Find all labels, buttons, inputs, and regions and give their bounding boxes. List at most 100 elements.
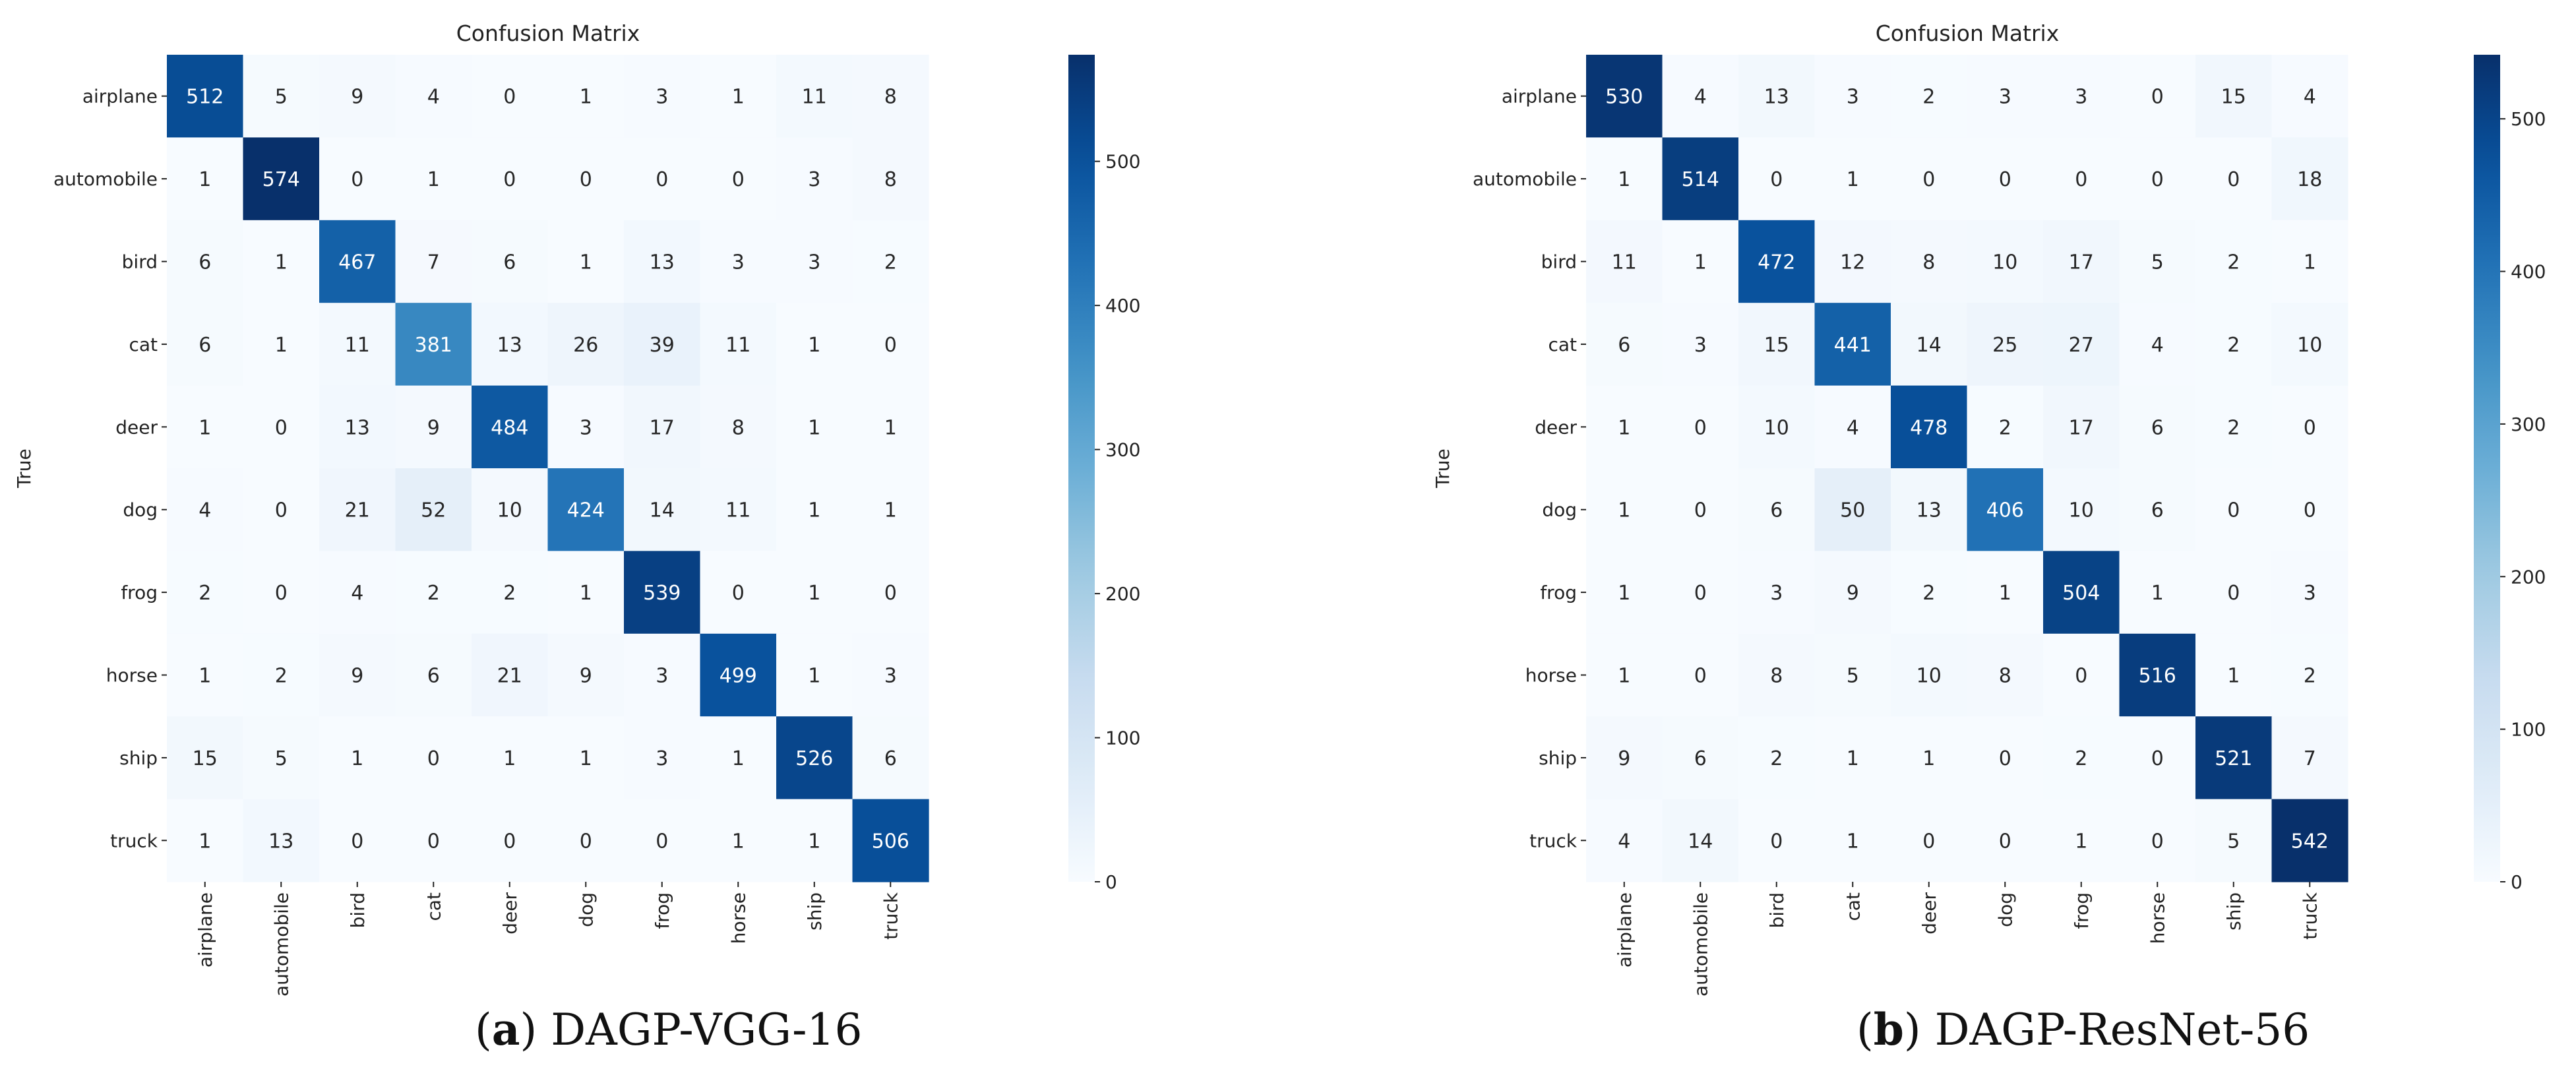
cell-value: 2 [1770,747,1783,770]
y-tick-label: ship [119,747,158,769]
heatmap-cell [2043,799,2120,882]
cell-value: 5 [275,747,288,770]
heatmap-cell [547,385,625,469]
cell-value: 6 [1694,747,1707,770]
heatmap-cell [472,716,549,800]
cell-value: 6 [2151,499,2164,522]
heatmap-cell [700,55,777,138]
x-tick-label: horse [2147,892,2168,944]
cell-value: 1 [1694,251,1707,274]
heatmap-cell [2271,303,2348,386]
cell-value: 1 [732,86,745,109]
heatmap-cell [1891,716,1968,800]
heatmap-cell [700,799,777,882]
heatmap-cell [776,716,853,800]
heatmap-cell [852,633,929,717]
cell-value: 0 [1770,168,1783,191]
heatmap-cell [2119,385,2196,469]
cell-value: 1 [199,416,211,439]
y-tick-label: dog [123,499,158,521]
cell-value: 2 [503,582,516,605]
cell-value: 9 [1618,747,1630,770]
cell-value: 1 [275,251,288,274]
x-tick-label: bird [347,892,369,928]
x-tick-label: deer [499,892,521,935]
heatmap-cell [2195,137,2273,221]
cell-value: 0 [2304,499,2316,522]
cell-value: 3 [808,251,820,274]
cell-value: 2 [2227,416,2240,439]
heatmap-cell [1814,137,1891,221]
x-tick-label: automobile [1690,892,1711,997]
cell-value: 1 [580,582,592,605]
cell-value: 521 [2215,747,2252,770]
cell-value: 13 [345,416,370,439]
heatmap-cell [395,633,472,717]
y-tick-label: deer [115,416,158,438]
cell-value: 1 [199,665,211,688]
heatmap-cell [700,468,777,551]
cell-value: 0 [2227,582,2240,605]
cell-value: 3 [884,665,897,688]
cell-value: 2 [2304,665,2316,688]
cell-value: 530 [1605,86,1643,109]
cell-value: 6 [1770,499,1783,522]
heatmap-cell [776,468,853,551]
colorbar [2474,55,2500,882]
heatmap-cell [1586,385,1663,469]
x-tick-label: ship [2223,892,2245,931]
heatmap-cell [624,385,701,469]
cell-value: 9 [351,665,363,688]
cell-value: 5 [1847,665,1859,688]
cell-value: 0 [1694,665,1707,688]
heatmap-cell [243,633,320,717]
cell-value: 1 [2304,251,2316,274]
cell-value: 0 [2227,499,2240,522]
cell-value: 11 [345,334,370,357]
heatmap-cell [2271,799,2348,882]
heatmap-cell [319,468,396,551]
cell-value: 0 [275,416,288,439]
cell-value: 15 [193,747,218,770]
heatmap-cell [1738,799,1816,882]
heatmap-cell [319,137,396,221]
cell-value: 1 [580,747,592,770]
cell-value: 0 [1999,168,2011,191]
heatmap-cell [1814,385,1891,469]
heatmap-cell [243,799,320,882]
heatmap-cell [624,220,701,303]
heatmap-cell [1891,220,1968,303]
y-tick-label: deer [1535,416,1577,438]
cell-value: 1 [1618,499,1630,522]
cell-value: 39 [650,334,675,357]
heatmap-cell [776,551,853,634]
heatmap-cell [1891,633,1968,717]
cell-value: 3 [808,168,820,191]
cell-value: 9 [580,665,592,688]
cell-value: 1 [1922,747,1935,770]
cell-value: 1 [1618,168,1630,191]
cell-value: 499 [720,665,757,688]
heatmap-cell [547,799,625,882]
heatmap-cell [700,385,777,469]
cell-value: 13 [1764,86,1789,109]
colorbar-tick-label: 300 [1105,439,1140,461]
heatmap-cell [2195,551,2273,634]
cell-value: 3 [1694,334,1707,357]
cell-value: 0 [1770,830,1783,853]
heatmap-cell [472,137,549,221]
cell-value: 17 [2069,251,2094,274]
heatmap-cell [2119,137,2196,221]
cell-value: 11 [1612,251,1637,274]
x-tick-label: airplane [195,892,216,968]
heatmap-cell [395,137,472,221]
caption-a-letter: a [491,1004,520,1055]
colorbar-tick-label: 200 [2511,566,2546,588]
cell-value: 2 [199,582,211,605]
cell-value: 5 [2151,251,2164,274]
heatmap-cell [776,137,853,221]
cell-value: 0 [656,830,668,853]
heatmap-cell [395,716,472,800]
